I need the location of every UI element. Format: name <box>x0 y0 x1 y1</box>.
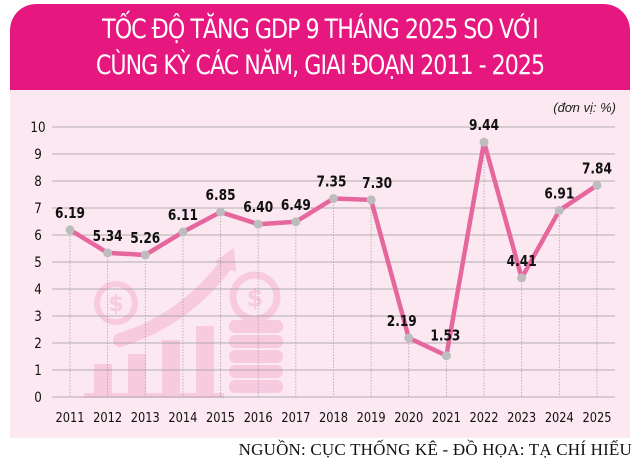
value-label: 6.11 <box>168 206 198 224</box>
y-tick-label: 3 <box>34 309 42 325</box>
value-label: 5.26 <box>130 229 160 247</box>
x-tick-label: 2018 <box>319 411 348 426</box>
value-label: 5.34 <box>93 227 123 245</box>
y-axis-ticks: 0 1 2 3 4 5 6 7 8 9 10 <box>30 120 45 406</box>
x-tick-label: 2022 <box>470 411 499 426</box>
data-markers <box>65 137 602 361</box>
value-label: 1.53 <box>430 327 460 345</box>
value-label: 9.44 <box>469 116 499 134</box>
grid-lines <box>52 126 615 398</box>
data-point <box>140 250 150 260</box>
x-axis-ticks: 2011 2012 2013 2014 2015 2016 2017 2018 2019 2020… <box>56 411 612 426</box>
value-label: 2.19 <box>387 312 417 330</box>
x-tick-label: 2015 <box>206 411 235 426</box>
value-label: 6.19 <box>55 204 85 222</box>
data-point <box>328 194 338 204</box>
data-point <box>65 225 75 235</box>
title-line-1: TỐC ĐỘ TĂNG GDP 9 THÁNG 2025 SO VỚI <box>102 14 539 45</box>
data-point <box>178 227 188 237</box>
y-tick-label: 0 <box>34 390 42 406</box>
x-tick-label: 2024 <box>545 411 574 426</box>
money-growth-decoration: $ $ <box>84 248 283 398</box>
y-tick-label: 4 <box>34 282 42 298</box>
data-point <box>103 248 113 258</box>
value-label: 6.49 <box>281 196 311 214</box>
x-tick-label: 2023 <box>507 411 536 426</box>
y-tick-label: 9 <box>34 147 42 163</box>
svg-text:$: $ <box>247 284 264 312</box>
data-point <box>517 273 527 283</box>
data-point <box>404 333 414 343</box>
value-label: 7.35 <box>316 173 346 191</box>
x-tick-label: 2013 <box>131 411 160 426</box>
chart-title: TỐC ĐỘ TĂNG GDP 9 THÁNG 2025 SO VỚI CÙNG… <box>66 12 574 84</box>
data-point <box>366 195 376 205</box>
value-label: 6.40 <box>243 198 273 216</box>
data-point <box>441 351 451 361</box>
value-label: 6.85 <box>206 186 236 204</box>
value-label: 4.41 <box>507 252 537 270</box>
source-credit: NGUỒN: CỤC THỐNG KÊ - ĐỒ HỌA: TẠ CHÍ HIẾ… <box>238 440 632 459</box>
data-point <box>216 207 226 217</box>
y-tick-label: 10 <box>30 120 45 136</box>
value-label: 7.84 <box>582 159 612 177</box>
x-tick-label: 2014 <box>168 411 197 426</box>
title-line-2: CÙNG KỲ CÁC NĂM, GIAI ĐOẠN 2011 - 2025 <box>95 50 545 81</box>
data-point <box>592 180 602 190</box>
value-label: 6.91 <box>544 184 574 202</box>
y-tick-label: 8 <box>34 174 42 190</box>
x-tick-label: 2011 <box>56 411 85 426</box>
x-tick-label: 2016 <box>244 411 273 426</box>
y-tick-label: 2 <box>34 336 42 352</box>
data-value-labels: 6.19 5.34 5.26 6.11 6.85 6.40 6.49 7.35 7.30 2.19… <box>55 116 612 345</box>
y-tick-label: 1 <box>34 363 42 379</box>
x-tick-label: 2019 <box>357 411 386 426</box>
data-point <box>253 219 263 229</box>
x-tick-label: 2017 <box>281 411 310 426</box>
value-label: 7.30 <box>362 174 392 192</box>
chart-card: TỐC ĐỘ TĂNG GDP 9 THÁNG 2025 SO VỚI CÙNG… <box>10 4 630 438</box>
x-tick-label: 2021 <box>432 411 461 426</box>
data-point <box>554 205 564 215</box>
x-tick-label: 2020 <box>394 411 423 426</box>
x-tick-label: 2025 <box>582 411 611 426</box>
data-point <box>291 217 301 227</box>
svg-text:$: $ <box>108 292 123 317</box>
y-tick-label: 7 <box>34 201 42 217</box>
y-tick-label: 5 <box>34 255 42 271</box>
title-banner: TỐC ĐỘ TĂNG GDP 9 THÁNG 2025 SO VỚI CÙNG… <box>10 4 630 90</box>
unit-label: (đơn vị: %) <box>553 100 616 115</box>
x-tick-label: 2012 <box>93 411 122 426</box>
data-point <box>479 137 489 147</box>
y-tick-label: 6 <box>34 228 42 244</box>
